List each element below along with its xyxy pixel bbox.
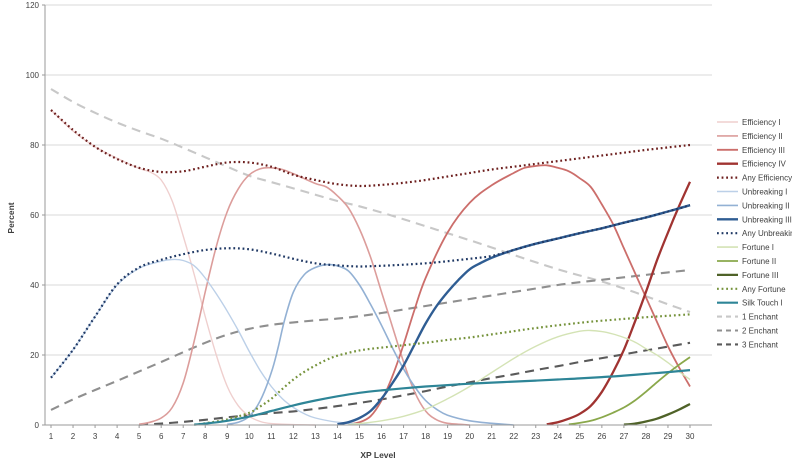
- legend-item-efficiency-ii: Efficiency II: [717, 132, 783, 141]
- legend-item-3-enchant: 3 Enchant: [717, 340, 779, 349]
- legend-label-fortune-i: Fortune I: [742, 243, 774, 252]
- x-tick-label: 7: [181, 432, 186, 441]
- y-tick-label: 0: [35, 421, 40, 430]
- x-tick-label: 12: [289, 432, 298, 441]
- x-tick-label: 8: [203, 432, 208, 441]
- series-line-fortune-iii: [623, 402, 691, 426]
- legend-label-efficiency-iv: Efficiency IV: [742, 160, 787, 169]
- series-line-any-unbreaking: [50, 204, 691, 379]
- axes: [42, 4, 712, 428]
- legend-item-unbreaking-iii: Unbreaking III: [717, 215, 792, 224]
- legend-label-fortune-ii: Fortune II: [742, 257, 776, 266]
- legend-item-efficiency-iv: Efficiency IV: [717, 160, 787, 169]
- series-line-fortune-i: [348, 329, 691, 426]
- y-tick-label: 20: [30, 351, 39, 360]
- legend-item-fortune-ii: Fortune II: [717, 257, 776, 266]
- x-tick-label: 6: [159, 432, 164, 441]
- legend-label-unbreaking-ii: Unbreaking II: [742, 201, 790, 210]
- x-tick-label: 29: [664, 432, 673, 441]
- x-tick-label: 13: [311, 432, 320, 441]
- series-line-fortune-ii: [568, 356, 691, 426]
- legend-item-silk-touch-i: Silk Touch I: [717, 299, 783, 308]
- x-tick-label: 23: [531, 432, 540, 441]
- x-tick-label: 10: [245, 432, 254, 441]
- x-tick-label: 15: [355, 432, 364, 441]
- y-tick-label: 100: [26, 71, 40, 80]
- y-tick-label: 120: [26, 1, 40, 10]
- x-tick-label: 27: [619, 432, 628, 441]
- x-tick-label: 19: [443, 432, 452, 441]
- legend-label-efficiency-ii: Efficiency II: [742, 132, 783, 141]
- x-tick-label: 28: [641, 432, 650, 441]
- legend-label-2-enchant: 2 Enchant: [742, 327, 779, 336]
- legend-item-unbreaking-ii: Unbreaking II: [717, 201, 790, 210]
- x-tick-label: 9: [225, 432, 230, 441]
- legend-label-any-fortune: Any Fortune: [742, 285, 786, 294]
- legend-label-3-enchant: 3 Enchant: [742, 340, 779, 349]
- series-line-efficiency-iii: [348, 164, 691, 426]
- series-line-efficiency-i: [50, 109, 316, 426]
- legend-label-any-efficiency: Any Efficiency: [742, 174, 792, 183]
- legend-label-unbreaking-iii: Unbreaking III: [742, 215, 792, 224]
- legend-label-efficiency-i: Efficiency I: [742, 118, 781, 127]
- legend: Efficiency I Efficiency II Efficiency III E…: [717, 118, 792, 349]
- x-tick-label: 26: [597, 432, 606, 441]
- x-tick-label: 21: [487, 432, 496, 441]
- series-line-efficiency-iv: [546, 181, 692, 426]
- legend-label-unbreaking-i: Unbreaking I: [742, 188, 787, 197]
- gridlines: [45, 4, 712, 356]
- x-tick-label: 17: [399, 432, 408, 441]
- x-tick-label: 1: [49, 432, 54, 441]
- x-tick-label: 30: [686, 432, 695, 441]
- series-line-any-efficiency: [50, 109, 691, 188]
- legend-item-any-fortune: Any Fortune: [717, 285, 786, 294]
- y-tick-label: 80: [30, 141, 39, 150]
- y-tick-label: 40: [30, 281, 39, 290]
- x-tick-label: 11: [267, 432, 276, 441]
- x-tick-label: 5: [137, 432, 142, 441]
- legend-item-efficiency-i: Efficiency I: [717, 118, 781, 127]
- series-line-unbreaking-i: [50, 258, 382, 426]
- y-tick-label: 60: [30, 211, 39, 220]
- series-line-2-enchant: [50, 268, 691, 411]
- series-line-unbreaking-iii: [337, 204, 691, 426]
- x-tick-label: 18: [421, 432, 430, 441]
- x-axis-title: XP Level: [360, 450, 395, 460]
- legend-item-2-enchant: 2 Enchant: [717, 327, 779, 336]
- x-tick-label: 24: [553, 432, 562, 441]
- x-tick-label: 25: [575, 432, 584, 441]
- legend-item-1-enchant: 1 Enchant: [717, 313, 779, 322]
- legend-item-unbreaking-i: Unbreaking I: [717, 188, 787, 197]
- legend-item-fortune-i: Fortune I: [717, 243, 774, 252]
- legend-label-silk-touch-i: Silk Touch I: [742, 299, 783, 308]
- legend-label-1-enchant: 1 Enchant: [742, 313, 779, 322]
- y-axis-title: Percent: [6, 202, 16, 233]
- series-line-silk-touch-i: [194, 369, 691, 426]
- x-tick-label: 4: [115, 432, 120, 441]
- series-lines: [50, 88, 692, 426]
- legend-item-efficiency-iii: Efficiency III: [717, 146, 785, 155]
- series-line-unbreaking-ii: [227, 263, 514, 426]
- x-tick-label: 16: [377, 432, 386, 441]
- legend-label-fortune-iii: Fortune III: [742, 271, 778, 280]
- x-tick-label: 3: [93, 432, 98, 441]
- x-tick-label: 22: [509, 432, 518, 441]
- x-tick-label: 14: [333, 432, 342, 441]
- series-line-1-enchant: [50, 88, 691, 313]
- legend-label-efficiency-iii: Efficiency III: [742, 146, 785, 155]
- x-tick-label: 20: [465, 432, 474, 441]
- legend-item-any-unbreaking: Any Unbreaking: [717, 229, 792, 238]
- legend-label-any-unbreaking: Any Unbreaking: [742, 229, 792, 238]
- legend-item-any-efficiency: Any Efficiency: [717, 174, 792, 183]
- legend-item-fortune-iii: Fortune III: [717, 271, 778, 280]
- x-tick-label: 2: [71, 432, 76, 441]
